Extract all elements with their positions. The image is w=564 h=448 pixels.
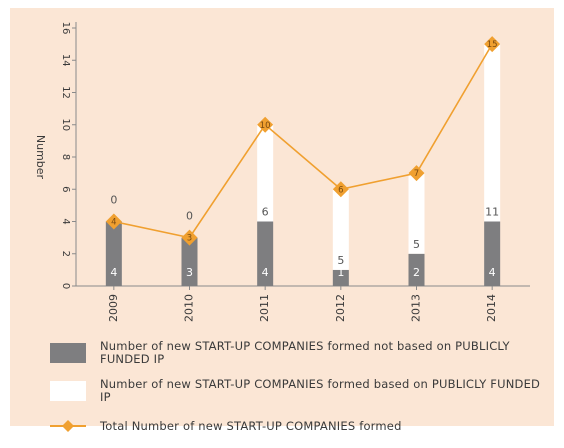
bar-label-not-based: 1 xyxy=(337,266,344,279)
y-tick-label: 8 xyxy=(60,154,71,160)
bar-label-based: 11 xyxy=(485,206,499,219)
total-label: 10 xyxy=(260,121,271,131)
total-marker xyxy=(181,229,198,246)
bar-label-not-based: 2 xyxy=(413,266,420,279)
bar-label-not-based: 4 xyxy=(489,266,496,279)
bar-label-based: 0 xyxy=(110,194,117,207)
bar-based xyxy=(257,124,274,222)
bar-not-based xyxy=(257,221,274,286)
total-marker xyxy=(332,181,349,198)
total-label: 15 xyxy=(487,40,498,50)
bar-based xyxy=(332,189,349,270)
x-tick-label: 2013 xyxy=(410,294,423,322)
total-marker xyxy=(105,213,122,230)
x-tick-label: 2009 xyxy=(107,294,120,322)
legend-label: Total Number of new START-UP COMPANIES f… xyxy=(100,418,402,433)
bar-based xyxy=(484,44,501,222)
bar-label-not-based: 4 xyxy=(110,266,117,279)
legend-item-based: Number of new START-UP COMPANIES formed … xyxy=(50,378,550,404)
bar-not-based xyxy=(105,221,122,286)
chart-legend: Number of new START-UP COMPANIES formed … xyxy=(50,340,550,448)
bar-not-based xyxy=(484,221,501,286)
x-tick-label: 2012 xyxy=(334,294,347,322)
bar-not-based xyxy=(332,269,349,286)
chart-panel: 0 2 4 6 8 10 12 14 16 Number 2009 4 0 2010 3 0 2011 4 6 201… xyxy=(10,8,554,432)
y-tick-label: 2 xyxy=(60,251,71,257)
legend-swatch-line xyxy=(50,416,86,436)
y-tick-label: 12 xyxy=(60,86,71,99)
y-tick-label: 14 xyxy=(60,54,71,67)
y-axis-title: Number xyxy=(34,135,47,180)
total-label: 4 xyxy=(111,218,116,228)
total-marker xyxy=(257,116,274,133)
total-label: 7 xyxy=(414,169,419,179)
total-label: 6 xyxy=(338,185,343,195)
total-marker xyxy=(408,165,425,182)
bar-not-based xyxy=(408,253,425,286)
x-tick-label: 2014 xyxy=(485,294,498,322)
bar-label-not-based: 4 xyxy=(262,266,269,279)
total-label: 3 xyxy=(187,234,192,244)
x-tick-label: 2010 xyxy=(183,294,196,322)
total-line xyxy=(113,43,493,239)
total-marker xyxy=(484,36,501,53)
startup-companies-chart: 0246810121416Number200940201030201146201… xyxy=(34,22,530,322)
bar-label-based: 5 xyxy=(337,254,344,267)
bar-label-not-based: 3 xyxy=(186,266,193,279)
legend-item-not-based: Number of new START-UP COMPANIES formed … xyxy=(50,340,550,366)
y-tick-label: 16 xyxy=(60,22,71,35)
y-tick-label: 6 xyxy=(60,186,71,192)
legend-swatch-white xyxy=(50,381,86,401)
legend-swatch-grey xyxy=(50,343,86,363)
legend-label: Number of new START-UP COMPANIES formed … xyxy=(100,339,510,366)
legend-item-total: Total Number of new START-UP COMPANIES f… xyxy=(50,416,550,436)
bar-not-based xyxy=(181,237,198,286)
bar-label-based: 6 xyxy=(262,206,269,219)
bar-label-based: 5 xyxy=(413,238,420,251)
y-tick-label: 10 xyxy=(60,118,71,131)
x-tick-label: 2011 xyxy=(258,294,271,322)
bar-label-based: 0 xyxy=(186,210,193,223)
y-tick-label: 4 xyxy=(60,218,71,224)
legend-label: Number of new START-UP COMPANIES formed … xyxy=(100,377,541,404)
y-tick-label: 0 xyxy=(60,283,71,289)
bar-based xyxy=(408,173,425,254)
